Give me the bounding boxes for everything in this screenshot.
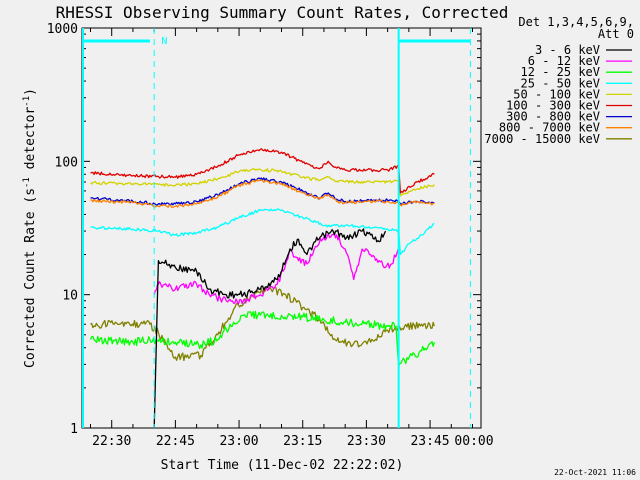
y-tick-label: 100 bbox=[55, 155, 78, 170]
overlay-layer: N bbox=[82, 28, 471, 428]
series-line bbox=[153, 232, 399, 305]
y-tick-label: 1 bbox=[70, 422, 78, 437]
series-layer bbox=[89, 148, 435, 429]
x-tick-label: 22:45 bbox=[156, 434, 195, 449]
legend-label: 12 - 25 keV bbox=[521, 65, 600, 79]
x-tick-label: 00:00 bbox=[454, 434, 493, 449]
series-line bbox=[90, 168, 435, 197]
series-line bbox=[153, 228, 387, 429]
legend-label: 3 - 6 keV bbox=[535, 43, 600, 57]
y-axis-label-sup1: -1 bbox=[22, 177, 32, 188]
legend-label: 800 - 7000 keV bbox=[499, 121, 600, 135]
y-axis-label-end: ) bbox=[23, 88, 38, 96]
date-stamp: 22-Oct-2021 11:06 bbox=[554, 468, 636, 477]
legend-label: 100 - 300 keV bbox=[506, 99, 600, 113]
series-line bbox=[90, 148, 435, 194]
y-tick-label: 10 bbox=[62, 289, 78, 304]
y-axis-label: Corrected Count Rate (s-1 detector-1) bbox=[22, 88, 38, 368]
x-tick-label: 23:00 bbox=[219, 434, 258, 449]
x-tick-label: 23:15 bbox=[283, 434, 322, 449]
legend-label: 300 - 800 keV bbox=[506, 110, 600, 124]
legend-label: 6 - 12 keV bbox=[528, 54, 600, 68]
night-marker-label: N bbox=[161, 36, 167, 47]
legend-label: 7000 - 15000 keV bbox=[484, 132, 600, 146]
series-line bbox=[89, 310, 435, 367]
series-line bbox=[90, 208, 435, 256]
x-tick-label: 23:45 bbox=[410, 434, 449, 449]
chart-title: RHESSI Observing Summary Count Rates, Co… bbox=[56, 3, 509, 22]
y-tick-label: 1000 bbox=[47, 22, 78, 37]
series-line bbox=[90, 285, 435, 362]
legend-header-line1: Det 1,3,4,5,6,9, bbox=[518, 15, 634, 29]
x-tick-label: 23:30 bbox=[347, 434, 386, 449]
x-axis-label: Start Time (11-Dec-02 22:22:02) bbox=[161, 458, 404, 473]
legend-label: 50 - 100 keV bbox=[513, 87, 600, 101]
x-tick-label: 22:30 bbox=[92, 434, 131, 449]
y-axis-label-sup2: -1 bbox=[22, 96, 32, 107]
legend-label: 25 - 50 keV bbox=[521, 76, 600, 90]
series-line bbox=[90, 179, 435, 208]
y-axis-label-mid: detector bbox=[23, 107, 38, 178]
y-axis-label-main: Corrected Count Rate (s bbox=[23, 188, 38, 368]
legend-header-line2: Att 0 bbox=[598, 27, 634, 41]
